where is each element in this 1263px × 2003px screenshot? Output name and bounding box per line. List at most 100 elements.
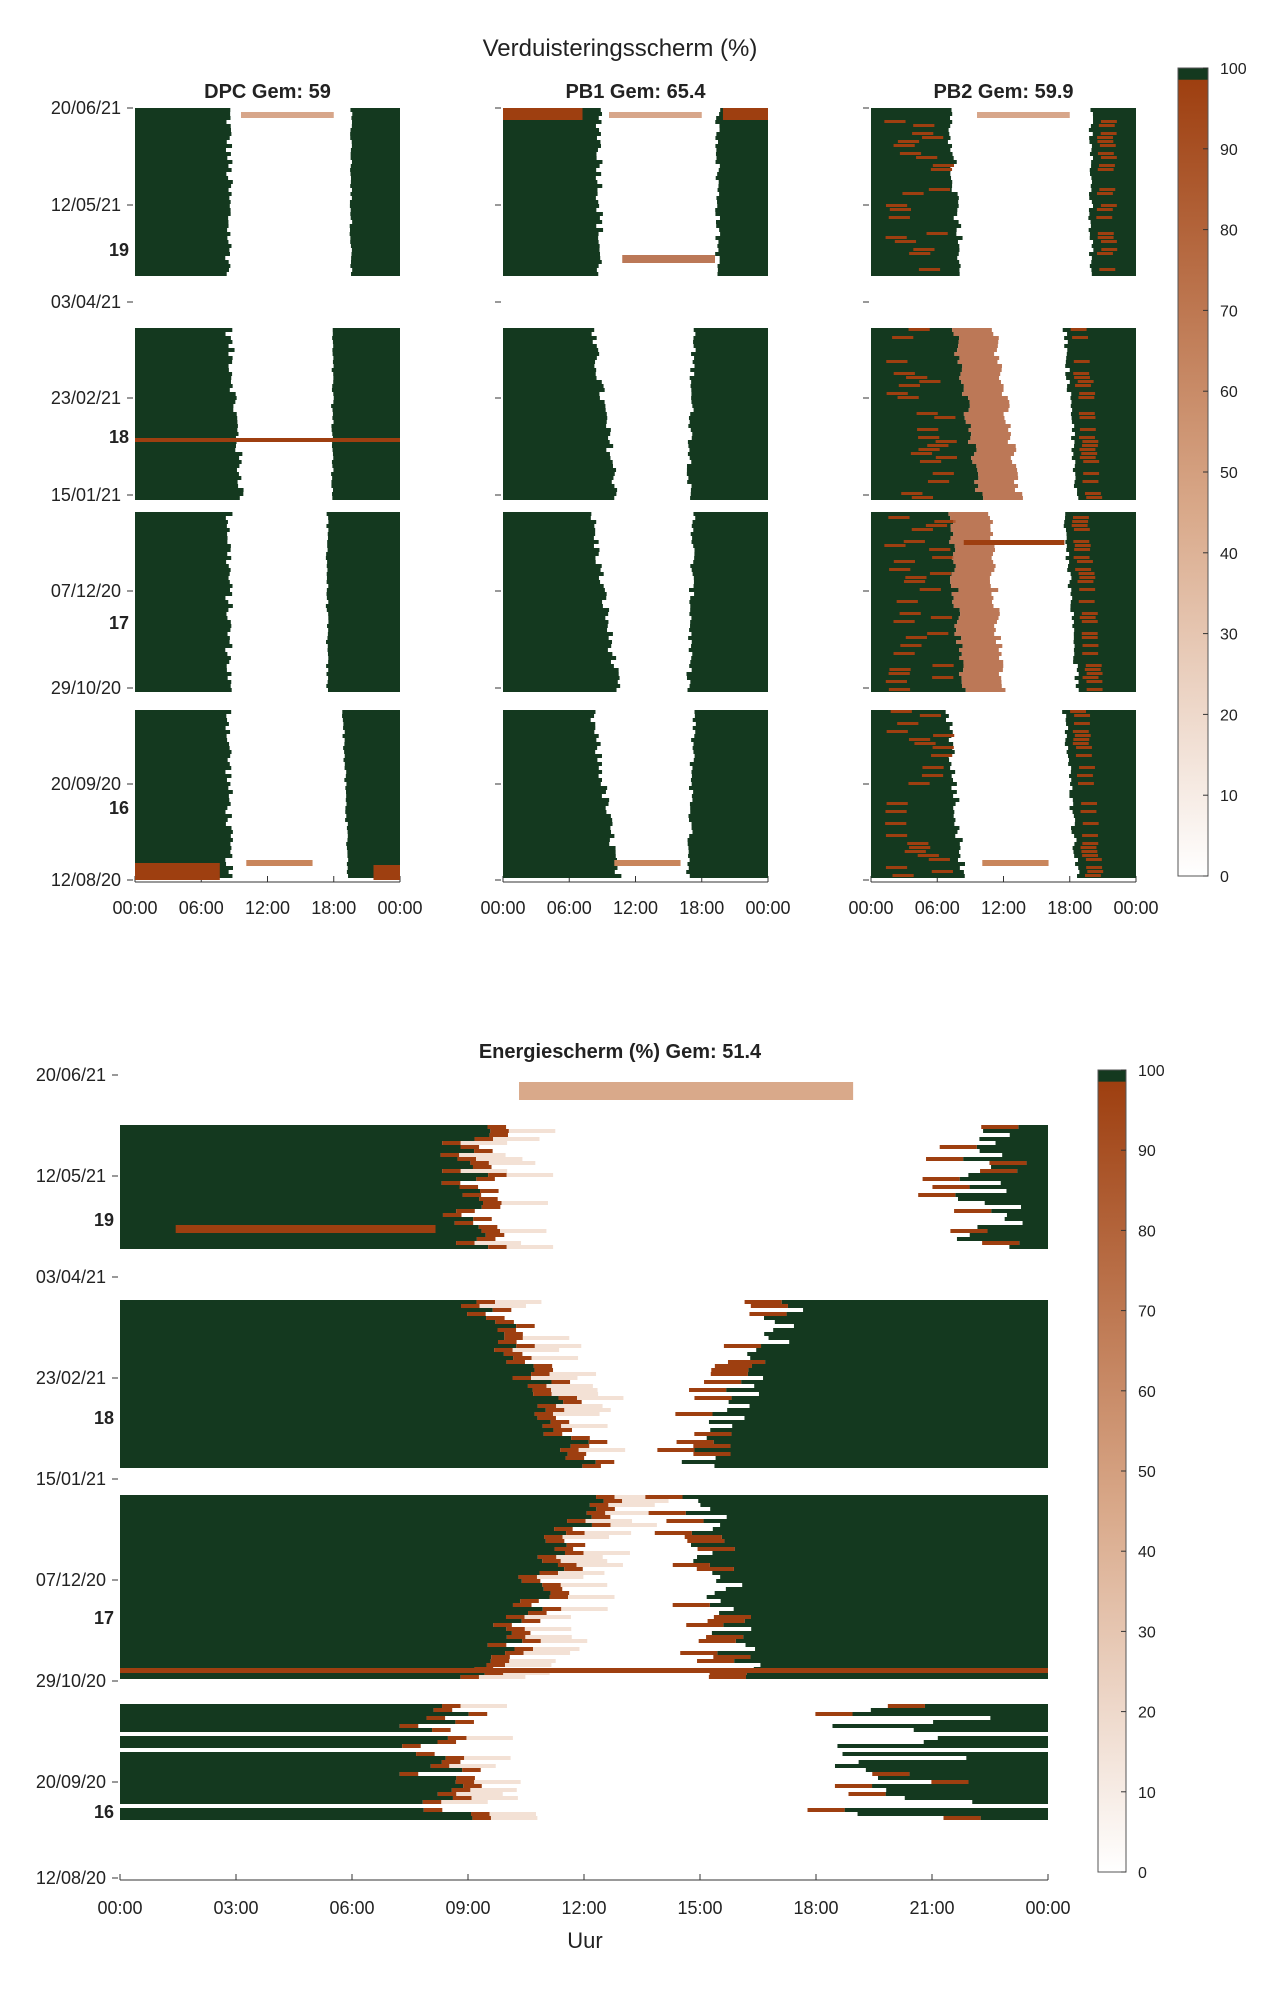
heat-cell-evening bbox=[700, 1503, 1048, 1507]
heat-row bbox=[871, 272, 1136, 276]
heat-cell-morning bbox=[503, 794, 602, 798]
heat-cell-evening bbox=[1078, 496, 1136, 500]
heat-cell-partial bbox=[899, 152, 922, 155]
heat-cell-partial bbox=[932, 556, 954, 559]
heat-row bbox=[871, 448, 1136, 452]
y-tick-label: 20/09/20 bbox=[36, 1772, 106, 1792]
heat-cell-evening bbox=[1071, 576, 1136, 580]
heat-row bbox=[871, 380, 1136, 384]
heat-cell-morning bbox=[135, 628, 231, 632]
heat-cell-morning bbox=[871, 352, 955, 356]
heat-cell-morning bbox=[871, 260, 960, 264]
heat-cell-morning bbox=[135, 332, 226, 336]
heat-cell-morning bbox=[120, 1193, 463, 1197]
heat-row bbox=[135, 476, 400, 480]
heat-cell-morning bbox=[120, 1704, 443, 1708]
heat-cell-evening bbox=[691, 540, 768, 544]
heat-cell-partial bbox=[905, 636, 927, 639]
heat-cell-partial bbox=[588, 1440, 608, 1444]
heat-cell-light bbox=[568, 1595, 615, 1599]
heat-cell-morning bbox=[871, 632, 955, 636]
heat-cell-evening bbox=[349, 204, 400, 208]
heat-row bbox=[135, 452, 400, 456]
heat-row bbox=[871, 668, 1136, 672]
heat-cell-morning bbox=[135, 488, 244, 492]
heat-row bbox=[503, 416, 768, 420]
heat-row bbox=[120, 1456, 1048, 1460]
heat-cell-evening bbox=[1066, 714, 1136, 718]
heat-cell-evening bbox=[968, 1780, 1048, 1784]
heat-cell-morning bbox=[503, 460, 613, 464]
heat-cell-evening bbox=[733, 1567, 1048, 1571]
heat-row bbox=[135, 846, 400, 850]
y-tick-label: 23/02/21 bbox=[36, 1368, 106, 1388]
heat-cell-evening bbox=[333, 364, 400, 368]
heat-cell-morning bbox=[120, 1332, 505, 1336]
heat-row bbox=[871, 620, 1136, 624]
heat-cell-evening bbox=[1074, 842, 1136, 846]
heat-row bbox=[871, 576, 1136, 580]
heat-cell-evening bbox=[1092, 112, 1136, 116]
heat-row bbox=[503, 180, 768, 184]
heat-cell-evening bbox=[692, 652, 768, 656]
heat-cell-partial bbox=[1071, 524, 1088, 527]
heat-cell-partial bbox=[1097, 152, 1114, 155]
heat-cell-morning bbox=[135, 624, 232, 628]
heat-row bbox=[871, 688, 1136, 692]
heat-cell-evening bbox=[1069, 368, 1136, 372]
heat-cell-evening bbox=[1070, 608, 1136, 612]
heat-row bbox=[871, 524, 1136, 528]
heat-cell-evening bbox=[706, 1595, 1048, 1599]
heat-cell-evening bbox=[351, 272, 400, 276]
heat-cell-evening bbox=[723, 1623, 1048, 1627]
heat-cell-evening bbox=[730, 1444, 1048, 1448]
heat-cell-morning bbox=[135, 252, 230, 256]
heat-cell-morning bbox=[135, 838, 233, 842]
heat-cell-evening bbox=[350, 240, 400, 244]
panel-title: PB1 Gem: 65.4 bbox=[565, 81, 706, 103]
heat-row bbox=[871, 846, 1136, 850]
heat-cell-evening bbox=[693, 580, 768, 584]
heat-cell-partial bbox=[929, 572, 952, 575]
heat-cell-light bbox=[493, 1137, 540, 1141]
heat-cell-evening bbox=[694, 1448, 1048, 1452]
heat-row bbox=[503, 810, 768, 814]
heat-cell-evening bbox=[347, 834, 400, 838]
heat-cell-partial bbox=[963, 660, 1004, 664]
heat-cell-partial bbox=[451, 1788, 471, 1792]
colorbar-tick-label: 80 bbox=[1220, 223, 1238, 240]
heat-cell-morning bbox=[120, 1543, 567, 1547]
heat-row bbox=[135, 548, 400, 552]
heat-row bbox=[135, 786, 400, 790]
heat-row bbox=[120, 1712, 1048, 1716]
heat-row bbox=[503, 468, 768, 472]
heat-row bbox=[871, 766, 1136, 770]
heat-cell-morning bbox=[120, 1744, 403, 1748]
heat-cell-evening bbox=[715, 136, 768, 140]
heat-cell-evening bbox=[690, 428, 768, 432]
heat-cell-evening bbox=[691, 524, 768, 528]
heat-cell-partial bbox=[566, 1543, 586, 1547]
heat-cell-partial bbox=[903, 540, 925, 543]
heat-cell-evening bbox=[343, 722, 400, 726]
heat-cell-evening bbox=[690, 564, 768, 568]
heat-cell-partial bbox=[954, 632, 995, 636]
heat-cell-partial bbox=[432, 1728, 451, 1732]
heat-row bbox=[503, 460, 768, 464]
heat-cell-evening bbox=[342, 714, 400, 718]
heat-cell-light bbox=[478, 1675, 526, 1679]
heat-cell-morning bbox=[871, 332, 954, 336]
heat-row bbox=[135, 596, 400, 600]
heat-row bbox=[135, 782, 400, 786]
heat-row bbox=[871, 660, 1136, 664]
heat-row bbox=[135, 648, 400, 652]
heat-row bbox=[120, 1428, 1048, 1432]
heat-row bbox=[503, 420, 768, 424]
heat-cell-partial bbox=[480, 1189, 499, 1193]
heat-cell-morning bbox=[871, 472, 979, 476]
heat-cell-evening bbox=[327, 680, 400, 684]
heat-cell-evening bbox=[724, 1539, 1048, 1543]
heat-cell-evening bbox=[692, 830, 768, 834]
heat-cell-morning bbox=[135, 762, 230, 766]
